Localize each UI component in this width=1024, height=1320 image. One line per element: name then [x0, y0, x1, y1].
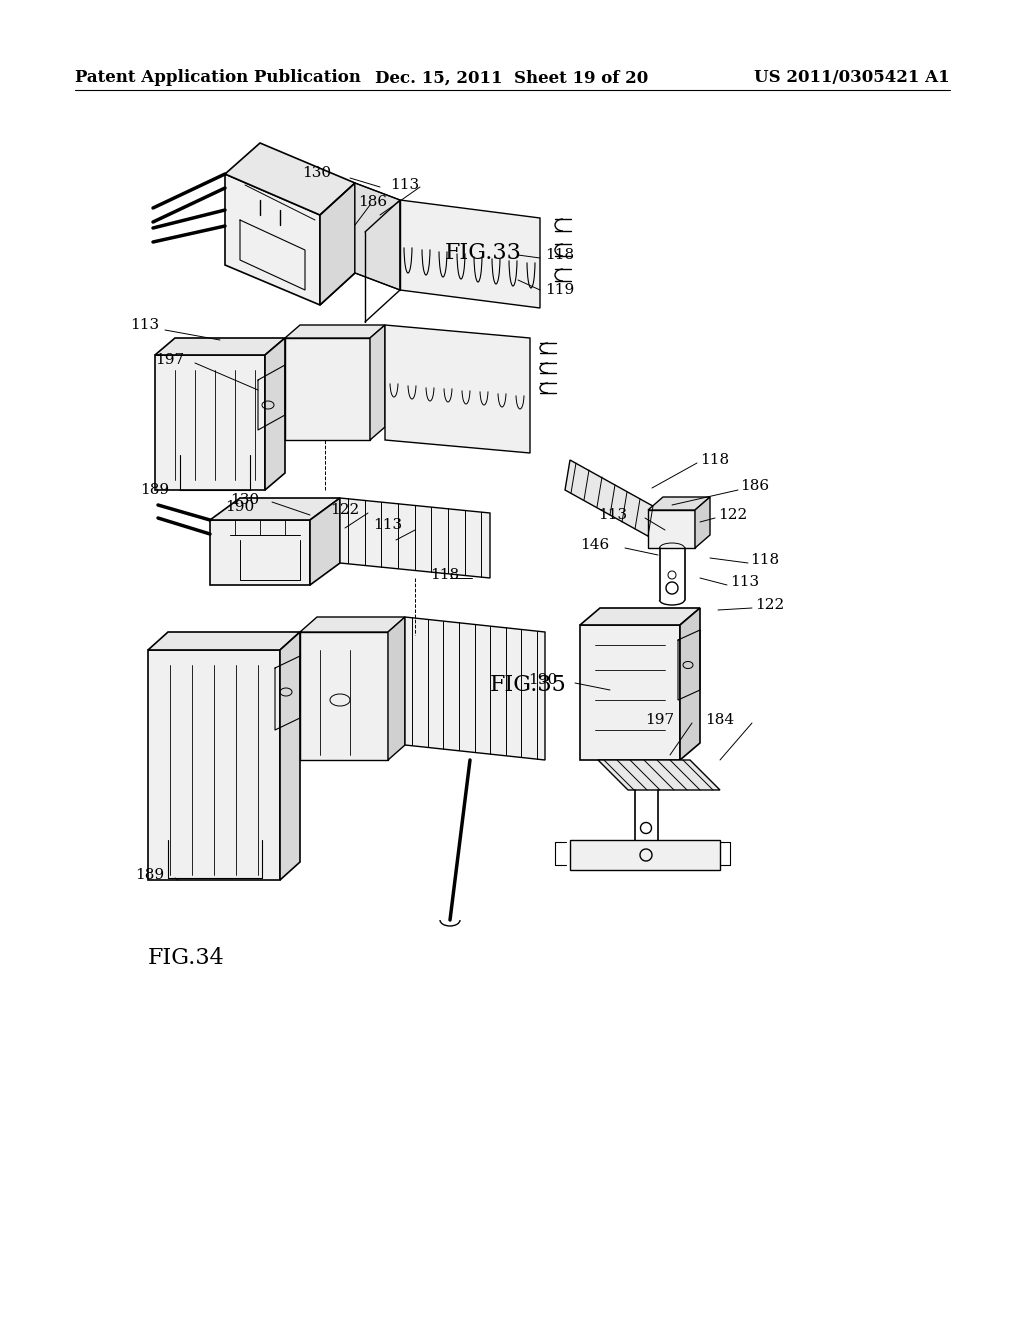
Text: 197: 197 — [645, 713, 674, 727]
Text: 118: 118 — [545, 248, 574, 261]
Text: 186: 186 — [358, 195, 387, 209]
Polygon shape — [285, 325, 385, 338]
Text: 113: 113 — [390, 178, 419, 191]
Polygon shape — [285, 338, 370, 440]
Text: FIG.34: FIG.34 — [148, 946, 224, 969]
Text: 146: 146 — [580, 539, 609, 552]
Text: 197: 197 — [155, 352, 184, 367]
Polygon shape — [388, 616, 406, 760]
Text: 122: 122 — [755, 598, 784, 612]
Text: 113: 113 — [373, 517, 402, 532]
Polygon shape — [300, 632, 388, 760]
Text: 122: 122 — [718, 508, 748, 521]
Polygon shape — [210, 498, 340, 520]
Polygon shape — [210, 520, 310, 585]
Polygon shape — [565, 459, 660, 540]
Text: Patent Application Publication: Patent Application Publication — [75, 70, 360, 87]
Polygon shape — [385, 325, 530, 453]
Polygon shape — [598, 760, 720, 789]
Text: US 2011/0305421 A1: US 2011/0305421 A1 — [755, 70, 950, 87]
Polygon shape — [148, 632, 300, 649]
Polygon shape — [406, 616, 545, 760]
Text: 122: 122 — [330, 503, 359, 517]
Text: 118: 118 — [430, 568, 459, 582]
Polygon shape — [648, 498, 710, 510]
Polygon shape — [155, 355, 265, 490]
Text: FIG.33: FIG.33 — [445, 242, 522, 264]
Polygon shape — [148, 649, 280, 880]
Text: Dec. 15, 2011  Sheet 19 of 20: Dec. 15, 2011 Sheet 19 of 20 — [376, 70, 648, 87]
Text: 189: 189 — [140, 483, 169, 498]
Text: FIG.35: FIG.35 — [490, 675, 566, 696]
Polygon shape — [225, 143, 355, 215]
Polygon shape — [400, 201, 540, 308]
Text: 186: 186 — [740, 479, 769, 492]
Text: 113: 113 — [130, 318, 159, 333]
Polygon shape — [225, 174, 319, 305]
Text: 189: 189 — [135, 869, 164, 882]
Polygon shape — [155, 338, 285, 355]
Polygon shape — [300, 616, 406, 632]
Polygon shape — [580, 624, 680, 760]
Text: 190: 190 — [528, 673, 557, 686]
Polygon shape — [265, 338, 285, 490]
Polygon shape — [319, 183, 355, 305]
Text: 130: 130 — [230, 492, 259, 507]
Polygon shape — [355, 183, 400, 290]
Polygon shape — [370, 325, 385, 440]
Polygon shape — [310, 498, 340, 585]
Text: 184: 184 — [705, 713, 734, 727]
Polygon shape — [340, 498, 490, 578]
Text: 190: 190 — [225, 500, 254, 513]
Polygon shape — [648, 510, 695, 548]
Text: 130: 130 — [302, 166, 331, 180]
Polygon shape — [695, 498, 710, 548]
Text: 119: 119 — [545, 282, 574, 297]
Polygon shape — [280, 632, 300, 880]
Polygon shape — [570, 840, 720, 870]
Text: 118: 118 — [750, 553, 779, 568]
Polygon shape — [680, 609, 700, 760]
Polygon shape — [580, 609, 700, 624]
Text: 118: 118 — [700, 453, 729, 467]
Text: 113: 113 — [730, 576, 759, 589]
Text: 113: 113 — [598, 508, 627, 521]
